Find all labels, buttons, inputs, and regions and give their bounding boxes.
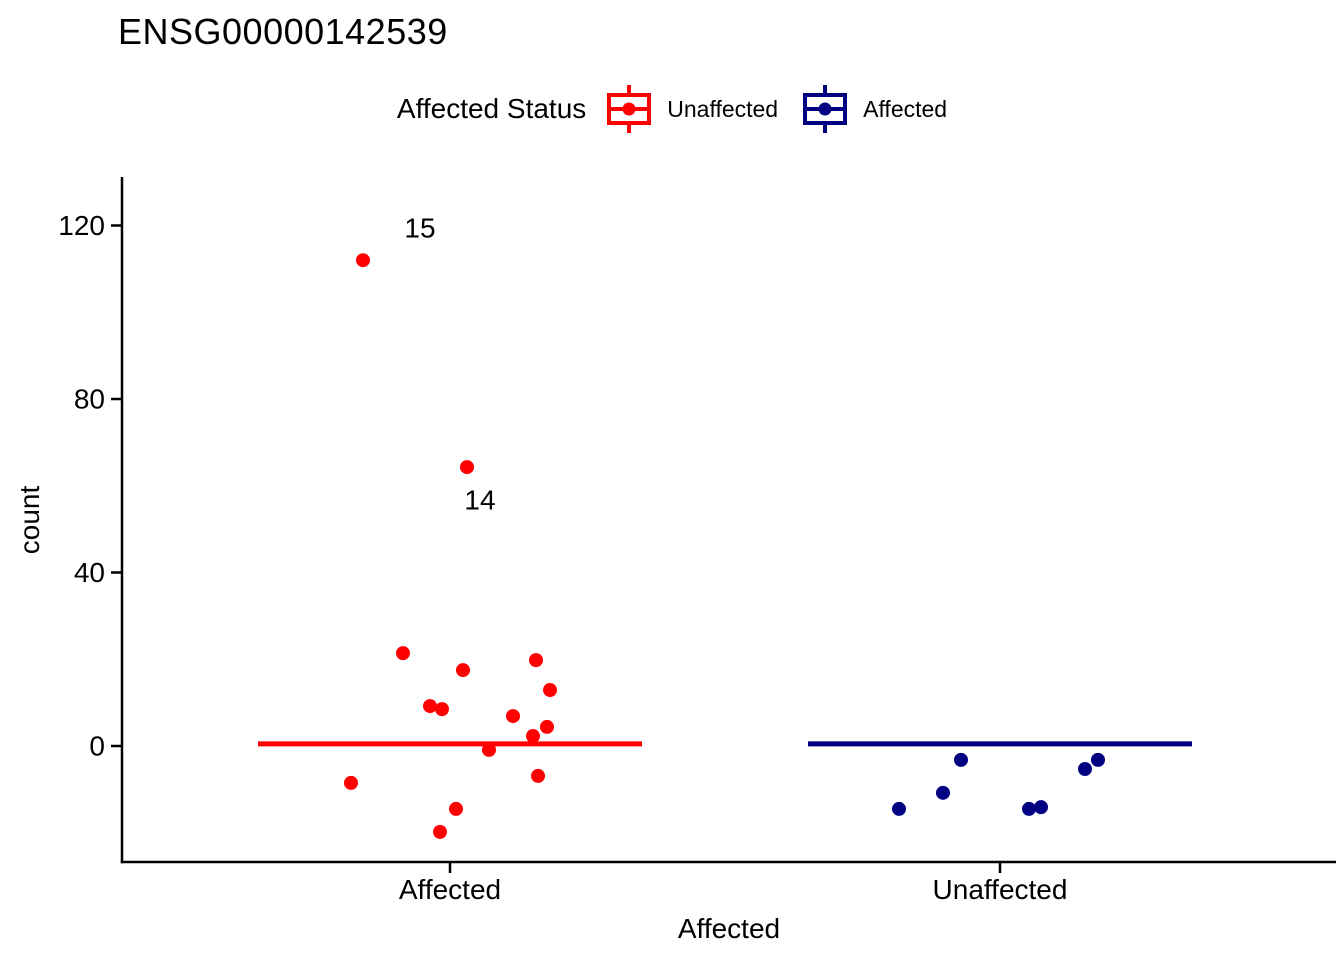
- data-point: [1091, 752, 1105, 767]
- y-tick-label: 80: [74, 384, 105, 415]
- data-point: [526, 729, 540, 744]
- legend: Affected Status Unaffected Affected: [0, 83, 1344, 135]
- data-point: [529, 653, 543, 668]
- legend-item-label: Unaffected: [667, 95, 779, 122]
- data-point: [396, 646, 410, 661]
- data-point: [344, 775, 358, 790]
- chart-title: ENSG00000142539: [118, 11, 448, 52]
- data-point: [356, 253, 370, 268]
- y-axis-title: count: [14, 485, 45, 555]
- data-point: [540, 719, 554, 734]
- point-label: 14: [464, 485, 495, 516]
- boxplot-key-icon: [803, 85, 848, 133]
- legend-title: Affected Status: [396, 93, 587, 124]
- point-label: 15: [404, 213, 435, 244]
- data-point: [449, 801, 463, 816]
- data-point: [1078, 761, 1092, 776]
- data-point: [423, 699, 437, 714]
- data-point: [456, 663, 470, 678]
- y-tick-label: 40: [74, 557, 105, 588]
- x-category-label-affected: Affected: [398, 874, 502, 905]
- boxplot-key-icon: [607, 85, 652, 133]
- data-point: [482, 742, 496, 757]
- data-point: [1022, 801, 1036, 816]
- y-tick-label: 0: [89, 731, 105, 762]
- data-point: [435, 702, 449, 717]
- data-point: [506, 709, 520, 724]
- data-point: [433, 824, 447, 839]
- x-axis-title: Affected: [677, 913, 781, 944]
- data-point: [1034, 800, 1048, 815]
- x-category-label-unaffected: Unaffected: [932, 874, 1068, 905]
- y-tick-label: 120: [58, 210, 105, 241]
- data-point: [936, 785, 950, 800]
- data-point: [531, 768, 545, 783]
- data-point: [954, 752, 968, 767]
- data-point: [543, 683, 557, 698]
- data-point: [460, 460, 474, 475]
- legend-item-label: Affected: [863, 95, 948, 122]
- legend-item-affected: Affected: [802, 84, 947, 134]
- legend-item-unaffected: Unaffected: [606, 84, 778, 134]
- data-point: [892, 801, 906, 816]
